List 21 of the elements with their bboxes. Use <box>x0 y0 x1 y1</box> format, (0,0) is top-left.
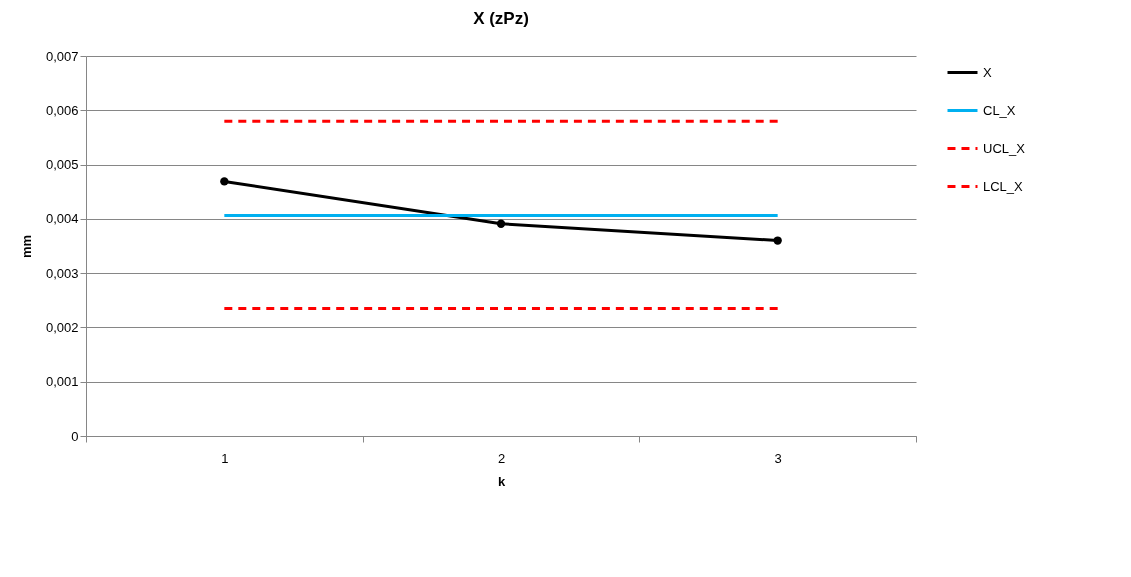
legend-label: CL_X <box>983 102 1016 118</box>
legend-label: UCL_X <box>983 140 1026 156</box>
legend-label: X <box>983 64 992 80</box>
x-axis-title: k <box>497 473 506 489</box>
y-tick-label: 0,002 <box>45 319 79 335</box>
y-axis-title: mm <box>18 234 34 259</box>
x-tick-label: 2 <box>497 450 506 466</box>
y-tick-label: 0,006 <box>45 102 79 118</box>
x-tick-label: 1 <box>221 450 229 466</box>
legend-label: LCL_X <box>983 178 1024 194</box>
point <box>496 219 506 228</box>
point <box>220 177 229 186</box>
y-tick-label: 0,003 <box>45 265 79 281</box>
y-tick-label: 0,005 <box>45 157 79 173</box>
chart-title: X (zPz) <box>473 9 529 28</box>
y-tick-label: 0,007 <box>45 48 79 64</box>
y-tick-label: 0,004 <box>45 211 79 227</box>
y-tick-label: 0 <box>71 428 79 444</box>
y-tick-label: 0,001 <box>45 374 79 390</box>
x-tick-label: 3 <box>774 450 782 466</box>
point <box>773 236 782 245</box>
